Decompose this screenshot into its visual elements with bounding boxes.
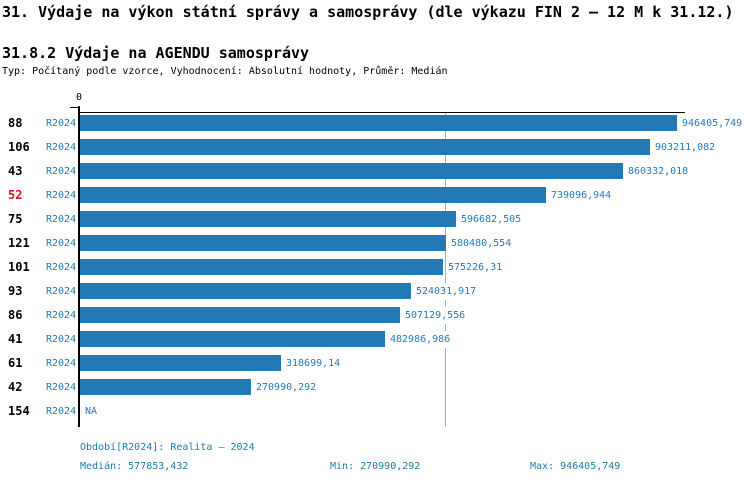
category-label: 93 (8, 284, 23, 298)
category-label: 43 (8, 164, 23, 178)
period-label: R2024 (46, 286, 77, 297)
value-bar (80, 355, 281, 371)
value-label: 860332,018 (627, 163, 690, 180)
period-label: R2024 (46, 334, 77, 345)
chart-row: 121 R2024 580480,554 (0, 235, 750, 252)
chart-row: 75 R2024 596682,505 (0, 211, 750, 228)
period-label: R2024 (46, 310, 77, 321)
value-label: 739096,944 (550, 187, 613, 204)
page-title: 31. Výdaje na výkon státní správy a samo… (2, 3, 734, 21)
category-label: 106 (8, 140, 30, 154)
category-label: 88 (8, 116, 23, 130)
x-axis-zero-label: 0 (75, 92, 83, 103)
chart-row: 43 R2024 860332,018 (0, 163, 750, 180)
chart-row: 101 R2024 575226,31 (0, 259, 750, 276)
value-label: 507129,556 (404, 307, 467, 324)
category-label: 42 (8, 380, 23, 394)
chart-row: 93 R2024 524031,917 (0, 283, 750, 300)
value-label: 596682,505 (460, 211, 523, 228)
category-label: 52 (8, 188, 23, 202)
period-label: R2024 (46, 166, 77, 177)
value-label: 318699,14 (285, 355, 342, 372)
value-bar (80, 187, 546, 203)
x-axis-tick (70, 107, 79, 108)
period-label: R2024 (46, 382, 77, 393)
value-bar (80, 259, 443, 275)
period-label: R2024 (46, 358, 77, 369)
chart-row: 86 R2024 507129,556 (0, 307, 750, 324)
chart-rows: 88 R2024 946405,749 106 R2024 903211,082 43 R20… (0, 115, 750, 427)
footer-period: Období[R2024]: Realita – 2024 (80, 442, 255, 453)
chart-row: 154 R2024 NA (0, 403, 750, 420)
value-label: 524031,917 (415, 283, 478, 300)
value-bar (80, 211, 456, 227)
value-bar (80, 115, 677, 131)
value-bar (80, 283, 411, 299)
x-axis-line (78, 112, 685, 113)
chart-row: 88 R2024 946405,749 (0, 115, 750, 132)
footer-max: Max: 946405,749 (530, 461, 621, 472)
chart-row: 52 R2024 739096,944 (0, 187, 750, 204)
value-label: 903211,082 (654, 139, 717, 156)
value-bar (80, 307, 400, 323)
period-label: R2024 (46, 262, 77, 273)
footer-min: Min: 270990,292 (330, 461, 421, 472)
category-label: 121 (8, 236, 30, 250)
chart-row: 106 R2024 903211,082 (0, 139, 750, 156)
value-bar (80, 331, 385, 347)
chart-row: 41 R2024 482986,986 (0, 331, 750, 348)
value-bar (80, 163, 623, 179)
value-label: 270990,292 (255, 379, 318, 396)
category-label: 101 (8, 260, 30, 274)
category-label: 61 (8, 356, 23, 370)
period-label: R2024 (46, 406, 77, 417)
category-label: 154 (8, 404, 30, 418)
chart-meta-line: Typ: Počítaný podle vzorce, Vyhodnocení:… (2, 66, 448, 77)
period-label: R2024 (46, 238, 77, 249)
period-label: R2024 (46, 190, 77, 201)
y-axis-line (78, 106, 80, 427)
footer-median: Medián: 577853,432 (80, 461, 189, 472)
median-reference-line (445, 113, 446, 427)
value-label: 575226,31 (447, 259, 504, 276)
section-subtitle: 31.8.2 Výdaje na AGENDU samosprávy (2, 44, 310, 62)
category-label: 86 (8, 308, 23, 322)
period-label: R2024 (46, 214, 77, 225)
value-bar (80, 235, 446, 251)
na-label: NA (84, 403, 99, 420)
chart-row: 42 R2024 270990,292 (0, 379, 750, 396)
chart-row: 61 R2024 318699,14 (0, 355, 750, 372)
value-label: 946405,749 (681, 115, 744, 132)
value-label: 482986,986 (389, 331, 452, 348)
period-label: R2024 (46, 118, 77, 129)
category-label: 41 (8, 332, 23, 346)
value-label: 580480,554 (450, 235, 513, 252)
value-bar (80, 379, 251, 395)
value-bar (80, 139, 650, 155)
period-label: R2024 (46, 142, 77, 153)
category-label: 75 (8, 212, 23, 226)
